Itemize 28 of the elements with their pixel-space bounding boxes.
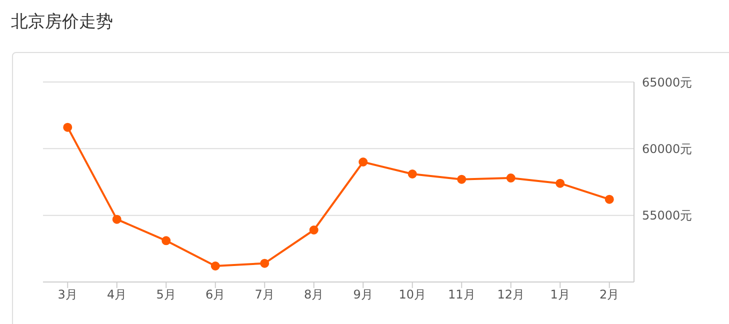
x-tick-label: 7月 (254, 288, 274, 302)
chart-title: 北京房价走势 (11, 11, 113, 33)
x-tick-label: 3月 (58, 288, 78, 302)
point (63, 122, 72, 132)
x-tick-label: 2月 (600, 288, 620, 302)
point (506, 174, 516, 182)
x-tick-label: 12月 (497, 288, 525, 302)
point (309, 226, 318, 234)
point (408, 170, 417, 178)
x-tick-label: 5月 (156, 288, 176, 302)
x-tick-label: 9月 (353, 288, 373, 302)
x-tick-label: 8月 (304, 288, 324, 302)
x-tick-label: 10月 (398, 288, 426, 302)
y-tick-label: 65000元 (642, 75, 692, 90)
point (210, 262, 220, 270)
point (556, 178, 565, 188)
point (112, 214, 122, 224)
x-tick-label: 4月 (107, 288, 127, 302)
y-tick-label: 55000元 (642, 208, 692, 223)
x-tick-label: 11月 (448, 288, 476, 302)
point (358, 158, 368, 166)
y-tick-label: 60000元 (642, 142, 692, 156)
x-tick-label: 6月 (206, 288, 226, 302)
point (457, 174, 466, 184)
point (604, 194, 614, 204)
x-tick-label: 1月 (550, 288, 570, 302)
point (162, 236, 171, 246)
point (260, 258, 270, 268)
